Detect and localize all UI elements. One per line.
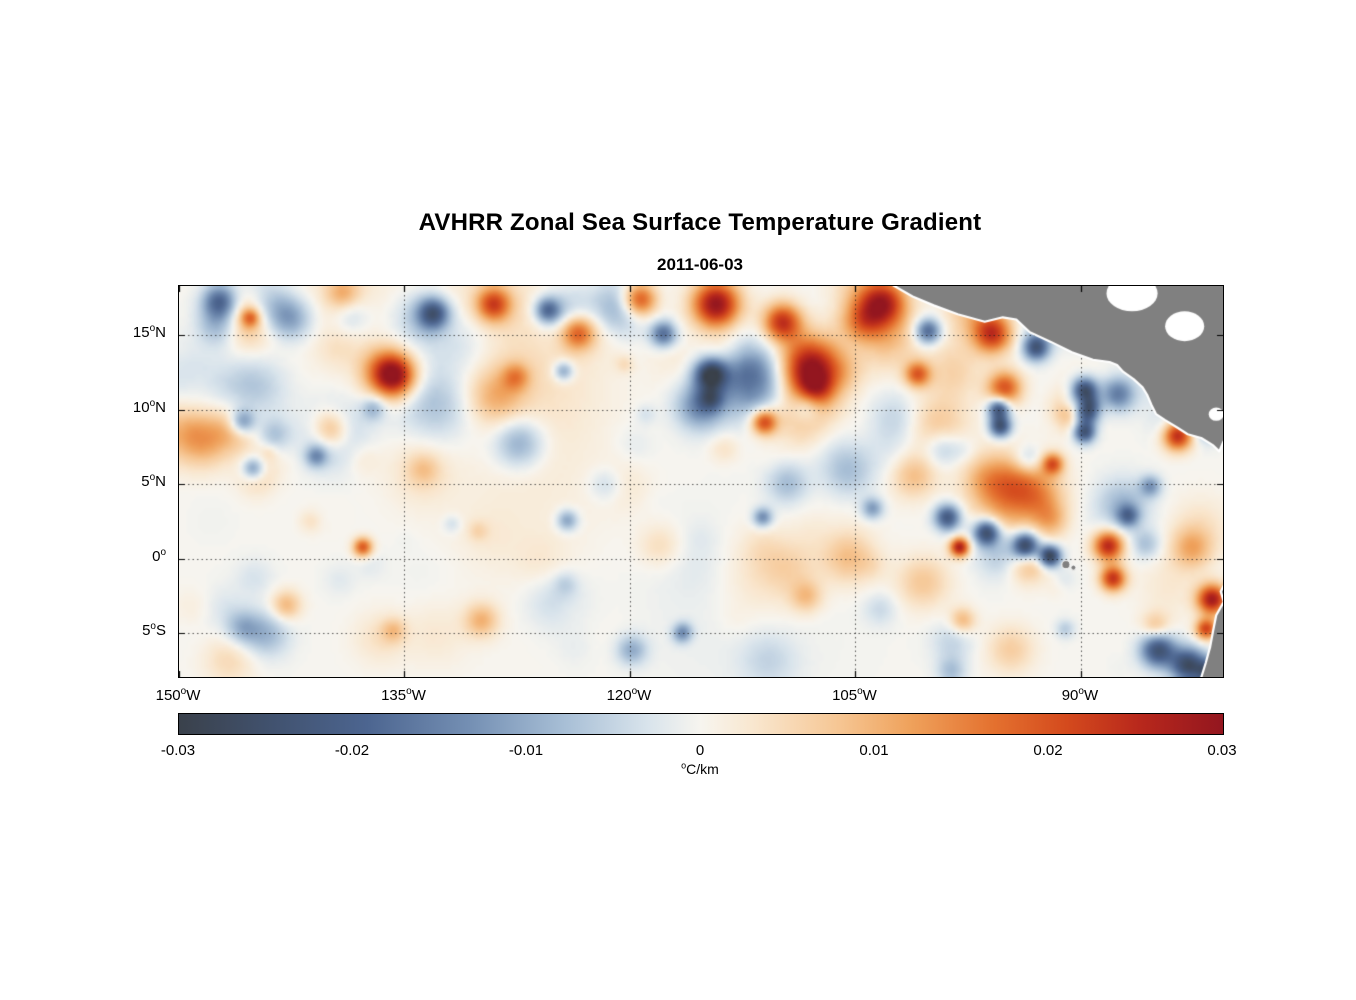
- degree-symbol: o: [681, 760, 687, 771]
- axis-tick-label: 15oN: [132, 323, 166, 342]
- colorbar: [178, 713, 1224, 735]
- colorbar-tick-label: -0.02: [334, 742, 370, 759]
- axis-tick-label: 0o: [152, 546, 166, 565]
- colorbar-tick-label: 0.03: [1207, 742, 1237, 759]
- axis-tick-label: 90oW: [1061, 686, 1099, 705]
- axis-tick-label: 10oN: [132, 397, 166, 416]
- axis-tick-label: 105oW: [832, 686, 877, 705]
- colorbar-tick-label: 0.02: [1033, 742, 1063, 759]
- map-plot-frame: [178, 285, 1224, 678]
- colorbar-tick-label: 0: [695, 742, 705, 759]
- colorbar-tick-label: -0.01: [508, 742, 544, 759]
- axis-tick-label: 5oS: [142, 621, 166, 640]
- axis-tick-label: 120oW: [606, 686, 652, 705]
- axis-tick-label: 150oW: [155, 686, 201, 705]
- colorbar-tick-label: 0.01: [859, 742, 889, 759]
- sst-gradient-heatmap: [179, 286, 1223, 677]
- chart-date-subtitle: 2011-06-03: [656, 255, 744, 274]
- colorbar-units-label: oC/km: [681, 760, 719, 777]
- chart-title: AVHRR Zonal Sea Surface Temperature Grad…: [418, 209, 982, 236]
- axis-tick-label: 135oW: [381, 686, 426, 705]
- axis-tick-label: 5oN: [141, 472, 166, 491]
- colorbar-tick-label: -0.03: [160, 742, 196, 759]
